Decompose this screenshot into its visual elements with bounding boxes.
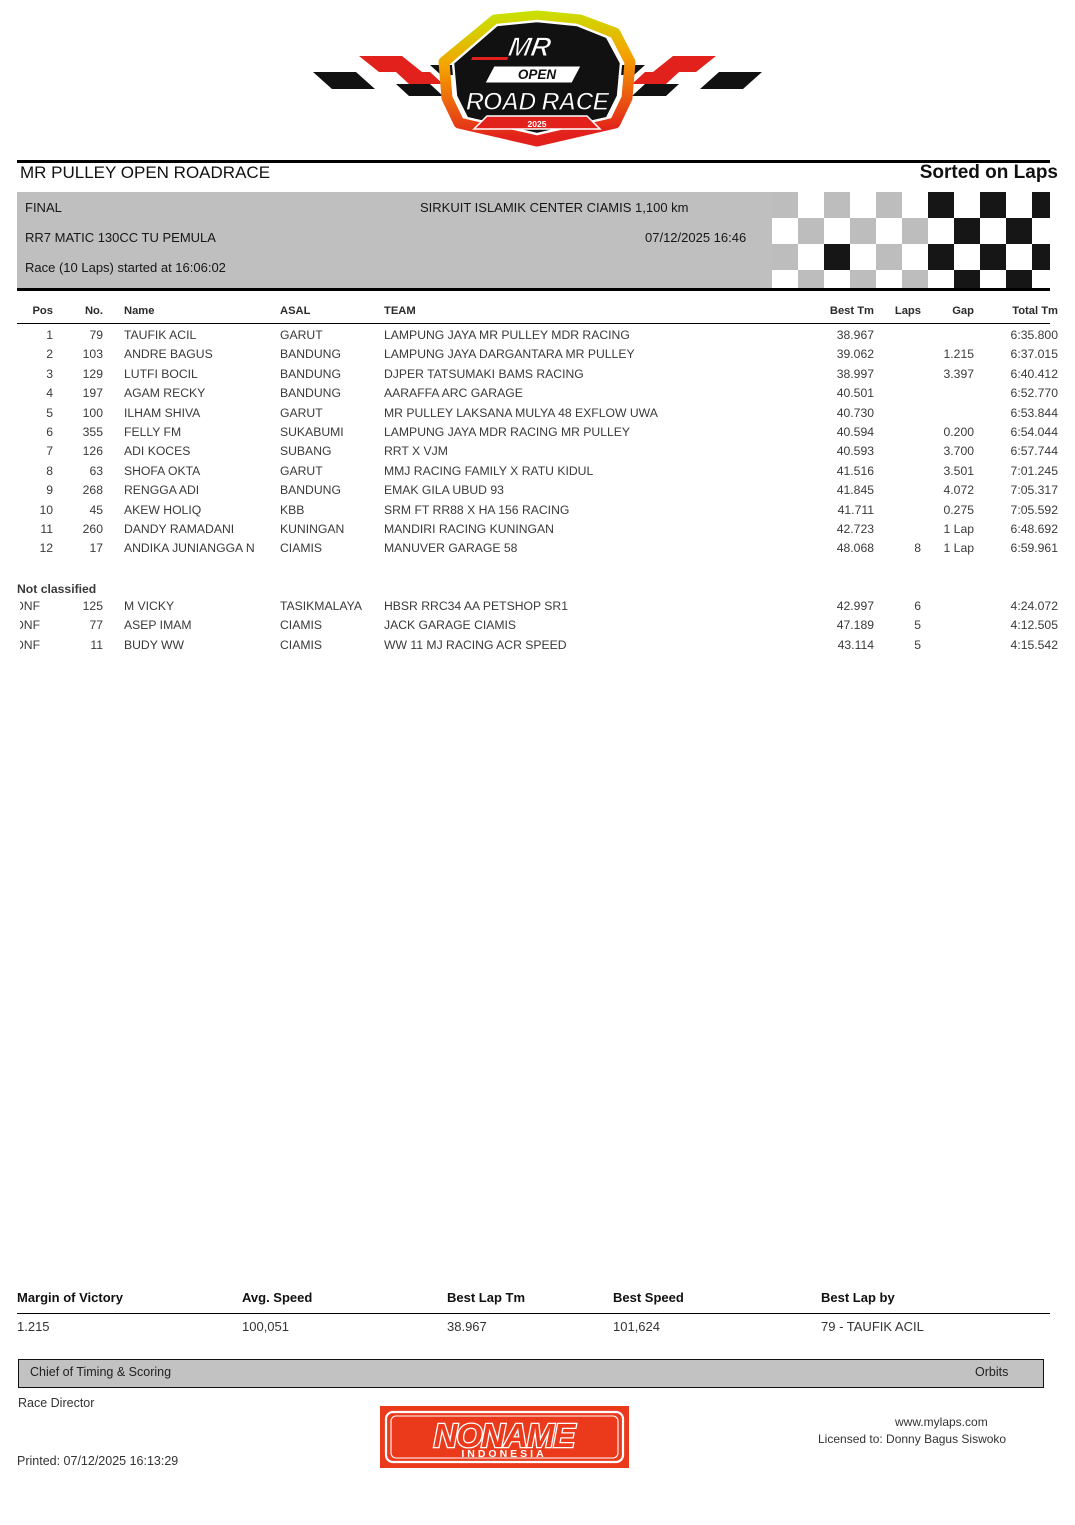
svg-text:OPEN: OPEN [518,67,557,82]
svg-text:2025: 2025 [528,119,547,129]
svg-text:INDONESIA: INDONESIA [461,1448,546,1460]
svg-text:MR: MR [506,31,554,62]
svg-text:ROAD RACE: ROAD RACE [466,88,611,116]
